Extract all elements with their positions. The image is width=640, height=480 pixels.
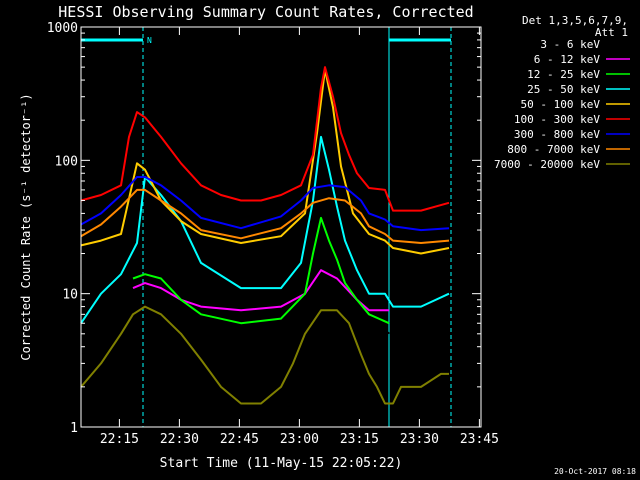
chart-title: HESSI Observing Summary Count Rates, Cor… (58, 3, 473, 21)
series-line-4 (80, 68, 450, 255)
x-tick-label-3: 23:00 (280, 432, 319, 447)
x-tick-label-4: 23:15 (340, 432, 379, 447)
series-lines (80, 66, 450, 405)
x-tick-label-5: 23:30 (400, 432, 439, 447)
series-line-5 (80, 66, 450, 212)
legend-label-8: 7000 - 20000 keV (494, 158, 600, 171)
legend-label-7: 800 - 7000 keV (507, 143, 600, 156)
y-tick-label-3: 1000 (47, 21, 78, 36)
legend-label-2: 12 - 25 keV (527, 68, 600, 81)
legend-header-1: Att 1 (595, 26, 628, 39)
y-tick-label-2: 100 (55, 154, 78, 169)
series-line-3 (80, 135, 450, 324)
series-line-6 (80, 176, 450, 232)
legend-label-0: 3 - 6 keV (540, 38, 600, 51)
legend-header-0: Det 1,3,5,6,7,9, (522, 14, 628, 27)
x-tick-label-1: 22:30 (160, 432, 199, 447)
axes: 22:15 22:30 22:45 23:00 23:15 23:30 23:45 1 10 10… (47, 21, 499, 447)
x-tick-label-0: 22:15 (100, 432, 139, 447)
series-line-2 (132, 216, 390, 325)
series-line-8 (80, 305, 449, 405)
footer-timestamp: 20-Oct-2017 08:18 (554, 467, 636, 476)
x-tick-label-6: 23:45 (460, 432, 499, 447)
y-tick-label-0: 1 (70, 421, 78, 436)
legend-label-1: 6 - 12 keV (534, 53, 601, 66)
series-line-7 (80, 188, 450, 244)
attenuator-label-0: N (147, 36, 152, 45)
legend-label-4: 50 - 100 keV (521, 98, 601, 111)
plot-frame (80, 26, 482, 428)
legend: Det 1,3,5,6,7,9,Att 13 - 6 keV 6 - 12 keV… (494, 14, 630, 171)
y-axis-label: Corrected Count Rate (s⁻¹ detector⁻¹) (19, 93, 33, 360)
legend-label-5: 100 - 300 keV (514, 113, 600, 126)
x-axis-label: Start Time (11-May-15 22:05:22) (160, 456, 403, 471)
legend-label-3: 25 - 50 keV (527, 83, 600, 96)
x-tick-label-2: 22:45 (220, 432, 259, 447)
legend-label-6: 300 - 800 keV (514, 128, 600, 141)
y-tick-label-1: 10 (62, 288, 78, 303)
